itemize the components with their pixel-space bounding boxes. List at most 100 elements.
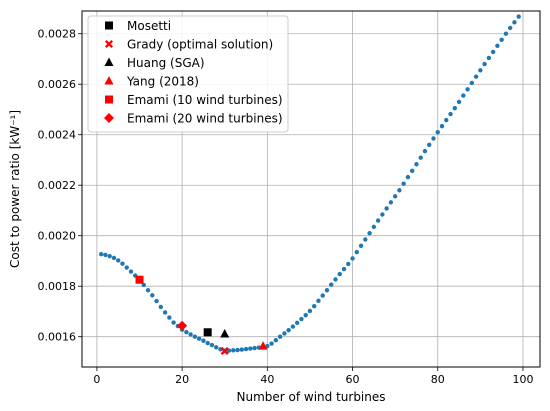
cost-curve-point — [456, 99, 462, 105]
cost-curve-point — [495, 43, 500, 49]
cost-curve-point — [167, 315, 172, 320]
cost-curve-point — [324, 288, 330, 293]
cost-curve-point — [171, 320, 176, 325]
cost-curve-point — [158, 304, 164, 310]
cost-curve-point — [422, 148, 428, 154]
cost-curve-point — [375, 218, 381, 223]
cost-curve-point — [427, 142, 432, 148]
cost-curve-point — [333, 277, 338, 282]
cost-curve-point — [490, 49, 496, 55]
data-point-marker — [258, 341, 268, 350]
cost-curve-point — [294, 320, 300, 326]
cost-curve-point — [329, 282, 334, 287]
cost-curve-point — [188, 332, 193, 337]
cost-curve-point — [507, 25, 513, 31]
cost-curve-point — [448, 111, 453, 117]
cost-curve-point — [512, 20, 517, 25]
legend-entry-label: Emami (20 wind turbines) — [127, 111, 283, 125]
cost-curve-point — [503, 31, 509, 36]
cost-curve-point — [311, 303, 317, 309]
cost-curve-point — [277, 334, 283, 339]
cost-curve-point — [499, 37, 504, 42]
y-tick-label: 0.0018 — [38, 280, 77, 293]
cost-curve-point — [337, 271, 342, 277]
y-tick-label: 0.0026 — [38, 78, 77, 91]
cost-curve-point — [214, 345, 219, 350]
legend-entry-label: Mosetti — [127, 19, 171, 33]
cost-curve-point — [209, 342, 215, 348]
cost-curve-point — [307, 308, 313, 314]
cost-curve-point — [316, 298, 321, 304]
cost-curve-point — [341, 266, 347, 272]
cost-curve-point — [162, 310, 168, 315]
cost-curve-point — [409, 168, 415, 174]
x-tick-label: 20 — [175, 373, 189, 386]
cost-curve-series — [98, 14, 521, 354]
cost-curve-point — [486, 55, 492, 61]
cost-curve-point — [239, 347, 244, 352]
cost-curve-point — [478, 68, 483, 73]
cost-curve-point — [103, 252, 108, 258]
x-tick-label: 0 — [93, 373, 100, 386]
y-tick-label: 0.0028 — [38, 28, 77, 41]
cost-curve-point — [184, 329, 189, 335]
cost-curve-point — [141, 282, 146, 288]
cost-curve-point — [452, 106, 457, 111]
cost-curve-point — [367, 230, 372, 236]
plot-frame — [81, 10, 541, 368]
y-tick-label: 0.0016 — [38, 331, 77, 344]
cost-curve-point — [273, 338, 279, 343]
legend-marker — [104, 39, 114, 49]
cost-curve-point — [282, 331, 287, 336]
cost-curve-point — [435, 129, 440, 135]
cost-curve-point — [469, 80, 475, 86]
cost-curve-point — [392, 194, 398, 199]
legend: Mosetti Grady (optimal solution) Huang (SG… — [87, 15, 289, 133]
cost-curve-point — [401, 181, 406, 186]
reference-markers — [135, 275, 268, 355]
cost-curve-point — [465, 87, 470, 92]
data-point-marker — [220, 329, 230, 338]
cost-curve-point — [320, 293, 325, 298]
data-point-marker — [177, 320, 188, 331]
cost-curve-point — [414, 162, 419, 167]
legend-marker — [104, 113, 114, 123]
y-axis-ticks: 0.0016 0.0018 0.0020 0.0022 0.0024 0.0026 0.00… — [38, 28, 82, 344]
cost-curve-point — [205, 340, 210, 346]
cost-curve-point — [358, 243, 364, 249]
cost-curve-point — [388, 200, 394, 205]
cost-curve-point — [154, 298, 159, 304]
data-point-marker — [220, 346, 229, 355]
cost-curve-point — [439, 123, 445, 129]
y-tick-label: 0.0024 — [38, 129, 77, 142]
cost-curve-point — [482, 61, 487, 67]
cost-curve-point — [235, 347, 240, 353]
cost-curve-point — [397, 188, 402, 193]
y-tick-label: 0.0022 — [38, 179, 77, 192]
legend-entry-label: Grady (optimal solution) — [127, 37, 273, 51]
cost-curve-point — [120, 261, 125, 266]
cost-curve-point — [231, 348, 236, 353]
cost-curve-point — [248, 346, 253, 351]
cost-curve-point — [124, 265, 129, 270]
cost-curve-point — [145, 288, 151, 293]
legend-entry-label: Huang (SGA) — [127, 56, 205, 70]
cost-curve-point — [461, 93, 466, 98]
cost-curve-point — [286, 327, 291, 333]
cost-curve-point — [269, 341, 274, 346]
cost-curve-point — [98, 251, 104, 257]
cost-curve-point — [303, 313, 308, 318]
cost-curve-point — [226, 348, 232, 353]
cost-curve-point — [350, 256, 355, 261]
cost-curve-point — [431, 136, 436, 141]
cost-curve-point — [354, 249, 359, 255]
cost-curve-point — [405, 174, 411, 180]
cost-curve-point — [107, 253, 112, 259]
cost-curve-point — [150, 293, 155, 298]
cost-curve-point — [196, 336, 202, 341]
cost-curve-point — [201, 338, 206, 343]
legend-frame — [87, 15, 289, 133]
cost-curve-point — [128, 269, 134, 274]
cost-curve-point — [363, 237, 368, 242]
